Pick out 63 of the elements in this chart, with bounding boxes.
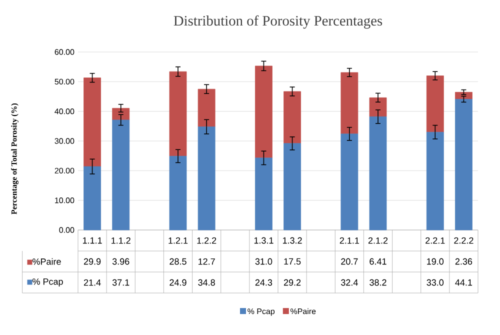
data-label: 37.1 — [112, 279, 130, 286]
text: % Pcap — [248, 308, 275, 316]
data-label: 6.41 — [370, 258, 386, 265]
data-label: 24.9 — [170, 279, 186, 286]
x-tick-label: 1.3.1 — [254, 237, 274, 244]
chart-title: Distribution of Porosity Percentages — [174, 15, 382, 29]
x-tick-label: 2.1.1 — [340, 237, 359, 244]
y-tick-label: 40.00 — [54, 108, 74, 114]
data-label: 29.2 — [284, 279, 301, 286]
data-label: 44.1 — [455, 279, 472, 286]
text: %Paire — [290, 308, 316, 314]
bar — [340, 72, 358, 134]
data-label: 32.4 — [341, 279, 358, 286]
bar — [255, 66, 272, 158]
x-tick-label: 1.1.2 — [112, 237, 130, 244]
bar — [426, 76, 444, 132]
x-tick-label: 1.2.2 — [197, 237, 216, 244]
data-label: 33.0 — [426, 279, 444, 286]
x-tick-label: 1.3.2 — [282, 237, 302, 244]
data-label: 28.5 — [170, 258, 186, 265]
bar — [84, 78, 101, 167]
data-label: 34.8 — [198, 279, 215, 286]
bar — [112, 120, 130, 230]
y-axis-title: Percentage of Total Porosity (%) — [11, 103, 18, 214]
y-tick-label: 30.00 — [54, 138, 74, 144]
bar — [426, 132, 444, 230]
bar — [455, 98, 472, 230]
bar — [455, 92, 472, 100]
bar — [255, 158, 272, 230]
x-tick-label: 2.2.1 — [426, 237, 445, 244]
bar — [169, 71, 187, 156]
x-tick-label: 1.2.1 — [168, 237, 188, 244]
bar — [340, 134, 358, 230]
y-tick-label: 10.00 — [55, 198, 74, 204]
bar — [284, 143, 301, 230]
bar — [198, 126, 216, 230]
data-label: 21.4 — [84, 279, 101, 286]
data-label: 3.96 — [112, 258, 130, 265]
legend-label: % Pcap — [32, 278, 63, 287]
data-label: 2.36 — [455, 258, 472, 265]
data-label: 12.7 — [198, 258, 215, 265]
bar — [112, 108, 130, 120]
y-tick-label: 0.00 — [59, 227, 74, 233]
bar — [369, 97, 387, 117]
bar — [198, 88, 216, 127]
bar — [169, 156, 187, 230]
data-label: 24.3 — [255, 279, 272, 286]
y-tick-label: 20.00 — [54, 168, 74, 174]
data-label: 20.7 — [341, 258, 358, 265]
x-tick-label: 2.1.2 — [368, 237, 388, 244]
y-tick-label: 50.00 — [54, 78, 74, 84]
y-tick-label: 60.00 — [54, 49, 74, 55]
bar — [84, 166, 101, 230]
x-tick-label: 1.1.1 — [82, 237, 102, 244]
bar — [369, 116, 387, 230]
x-tick-label: 2.2.2 — [454, 237, 474, 244]
data-label: 19.0 — [427, 258, 444, 265]
data-label: 31.0 — [255, 258, 272, 265]
data-label: 38.2 — [370, 279, 386, 286]
data-label: 29.9 — [84, 258, 101, 265]
legend-label: %Paire — [32, 258, 61, 265]
data-label: 17.5 — [284, 258, 301, 265]
bar — [284, 91, 301, 144]
